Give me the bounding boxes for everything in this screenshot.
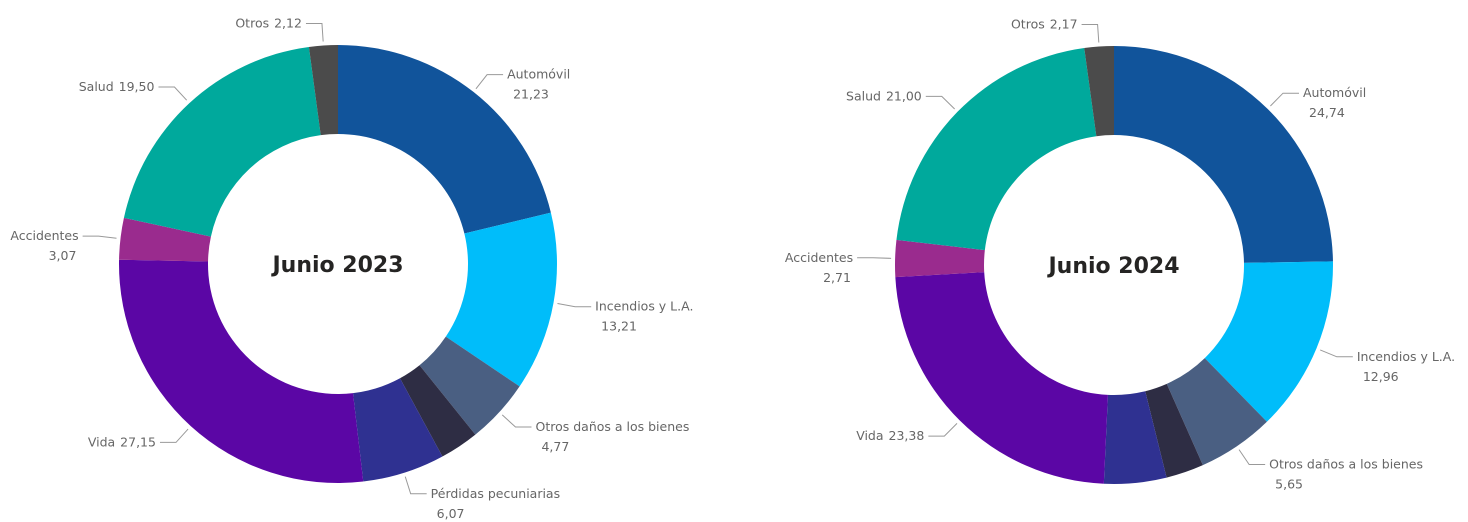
donut-segment <box>894 239 985 278</box>
category-name: Vida <box>88 434 115 449</box>
category-name: Otros <box>235 16 269 31</box>
leader-line <box>928 423 958 437</box>
leader-line <box>1270 92 1300 107</box>
leader-line <box>857 257 892 259</box>
donut-segment <box>1103 391 1167 485</box>
donut-segment <box>119 217 211 262</box>
category-name: Incendios y L.A. <box>1357 349 1455 364</box>
category-name: Pérdidas pecuniarias <box>431 486 560 501</box>
leader-line <box>305 23 324 42</box>
category-name: Vida <box>856 428 883 443</box>
data-label: Salud 19,50 <box>79 79 155 94</box>
value-label: 2,71 <box>823 270 851 285</box>
category-name: Automóvil <box>1303 85 1366 100</box>
donut-segment <box>352 378 443 482</box>
value-label: 12,96 <box>1363 369 1399 384</box>
donut-segment <box>338 45 551 234</box>
value-label: 2,12 <box>274 16 302 31</box>
data-label: Automóvil 24,74 <box>1303 85 1366 120</box>
value-label: 4,77 <box>541 439 569 454</box>
data-label: Otros daños a los bienes 5,65 <box>1269 457 1423 492</box>
donut-segment <box>1204 261 1334 422</box>
category-name: Accidentes <box>785 250 853 265</box>
donut-segment <box>123 46 321 237</box>
leader-line <box>475 74 504 90</box>
category-name: Otros daños a los bienes <box>1269 457 1423 472</box>
data-label: Salud 21,00 <box>846 88 922 103</box>
data-label: Otros daños a los bienes 4,77 <box>535 419 689 454</box>
category-name: Otros <box>1011 17 1045 32</box>
donut-segment <box>1145 383 1203 478</box>
leader-line <box>1081 24 1100 43</box>
category-name: Salud <box>79 79 114 94</box>
data-label: Automóvil 21,23 <box>507 67 570 102</box>
value-label: 6,07 <box>437 506 465 521</box>
leader-line <box>925 95 955 110</box>
donut-segment <box>445 212 557 387</box>
donut-segment <box>1166 358 1267 466</box>
value-label: 2,17 <box>1050 17 1078 32</box>
leader-line <box>501 414 532 428</box>
value-label: 19,50 <box>119 79 155 94</box>
value-label: 24,74 <box>1309 105 1345 120</box>
chart-title: Junio 2024 <box>1046 254 1179 279</box>
category-name: Otros daños a los bienes <box>535 419 689 434</box>
category-name: Salud <box>846 88 881 103</box>
value-label: 13,21 <box>601 319 637 334</box>
value-label: 3,07 <box>49 248 77 263</box>
value-label: 23,38 <box>889 428 925 443</box>
data-label: Pérdidas pecuniarias 6,07 <box>431 486 560 521</box>
data-label: Vida 27,15 <box>88 434 156 449</box>
donut-segment <box>308 45 338 136</box>
value-label: 21,00 <box>886 88 922 103</box>
data-label: Accidentes 3,07 <box>10 228 78 263</box>
donut-segment <box>895 272 1108 484</box>
donut-segment <box>419 336 520 435</box>
donut-segment <box>896 48 1097 251</box>
data-label: Otros 2,17 <box>1011 17 1078 32</box>
leader-line <box>82 235 117 239</box>
donut-segment <box>1084 46 1114 137</box>
donut-segment <box>399 365 476 457</box>
data-label: Vida 23,38 <box>856 428 924 443</box>
donut-segment <box>1114 46 1333 263</box>
leader-line <box>557 303 592 308</box>
category-name: Automóvil <box>507 67 570 82</box>
data-label: Incendios y L.A. 12,96 <box>1357 349 1455 384</box>
chart-title: Junio 2023 <box>270 253 403 278</box>
value-label: 21,23 <box>513 87 549 102</box>
leader-line <box>1238 449 1266 466</box>
value-label: 27,15 <box>120 434 156 449</box>
value-label: 5,65 <box>1275 477 1303 492</box>
data-label: Incendios y L.A. 13,21 <box>595 299 693 334</box>
leader-line <box>158 86 188 101</box>
data-label: Accidentes 2,71 <box>785 250 853 285</box>
leader-line <box>404 476 427 495</box>
category-name: Incendios y L.A. <box>595 299 693 314</box>
category-name: Accidentes <box>10 228 78 243</box>
data-label: Otros 2,12 <box>235 16 302 31</box>
donut-segment <box>119 259 364 484</box>
leader-line <box>1319 349 1353 358</box>
leader-line <box>159 428 189 443</box>
